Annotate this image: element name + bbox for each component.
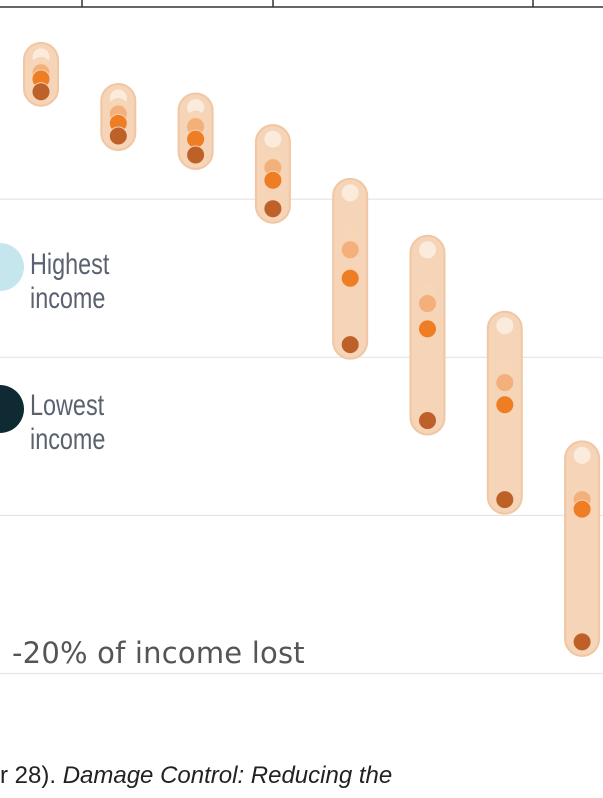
range-band-8: [564, 440, 601, 657]
data-point-g3-s5: [186, 145, 206, 165]
data-point-g5-s1: [340, 183, 360, 203]
data-point-g6-s4: [418, 319, 437, 339]
data-point-g4-s1: [263, 129, 283, 149]
income-lost-annotation: -20% of income lost: [12, 636, 305, 670]
data-point-g5-s5: [340, 335, 360, 355]
data-point-g5-s2: [340, 224, 360, 244]
data-point-g8-s1: [572, 445, 592, 465]
data-point-g6-s5: [418, 411, 437, 431]
data-point-g2-s5: [108, 126, 128, 146]
lowest-income-label: Lowest income: [30, 389, 106, 456]
source-title: Damage Control: Reducing the: [62, 762, 393, 789]
data-point-g8-s4: [572, 499, 592, 519]
source-citation: r 28). Damage Control: Reducing the: [0, 762, 392, 790]
data-point-g7-s3: [495, 373, 515, 393]
data-point-g7-s1: [495, 316, 515, 336]
data-point-g6-s3: [418, 294, 437, 314]
source-plain: r 28).: [0, 762, 63, 789]
data-point-g3-s4: [186, 129, 206, 149]
data-point-g7-s4: [495, 395, 515, 415]
data-point-g1-s5: [31, 82, 51, 102]
data-point-g5-s4: [340, 268, 360, 288]
data-point-g7-s5: [495, 490, 515, 510]
data-point-g8-s5: [572, 632, 592, 652]
highest-income-label: Highest income: [30, 248, 110, 315]
data-points: [31, 47, 592, 652]
data-point-g4-s4: [263, 170, 283, 190]
data-point-g4-s5: [263, 199, 283, 219]
data-point-g6-s1: [418, 240, 437, 260]
data-point-g5-s3: [340, 240, 360, 260]
